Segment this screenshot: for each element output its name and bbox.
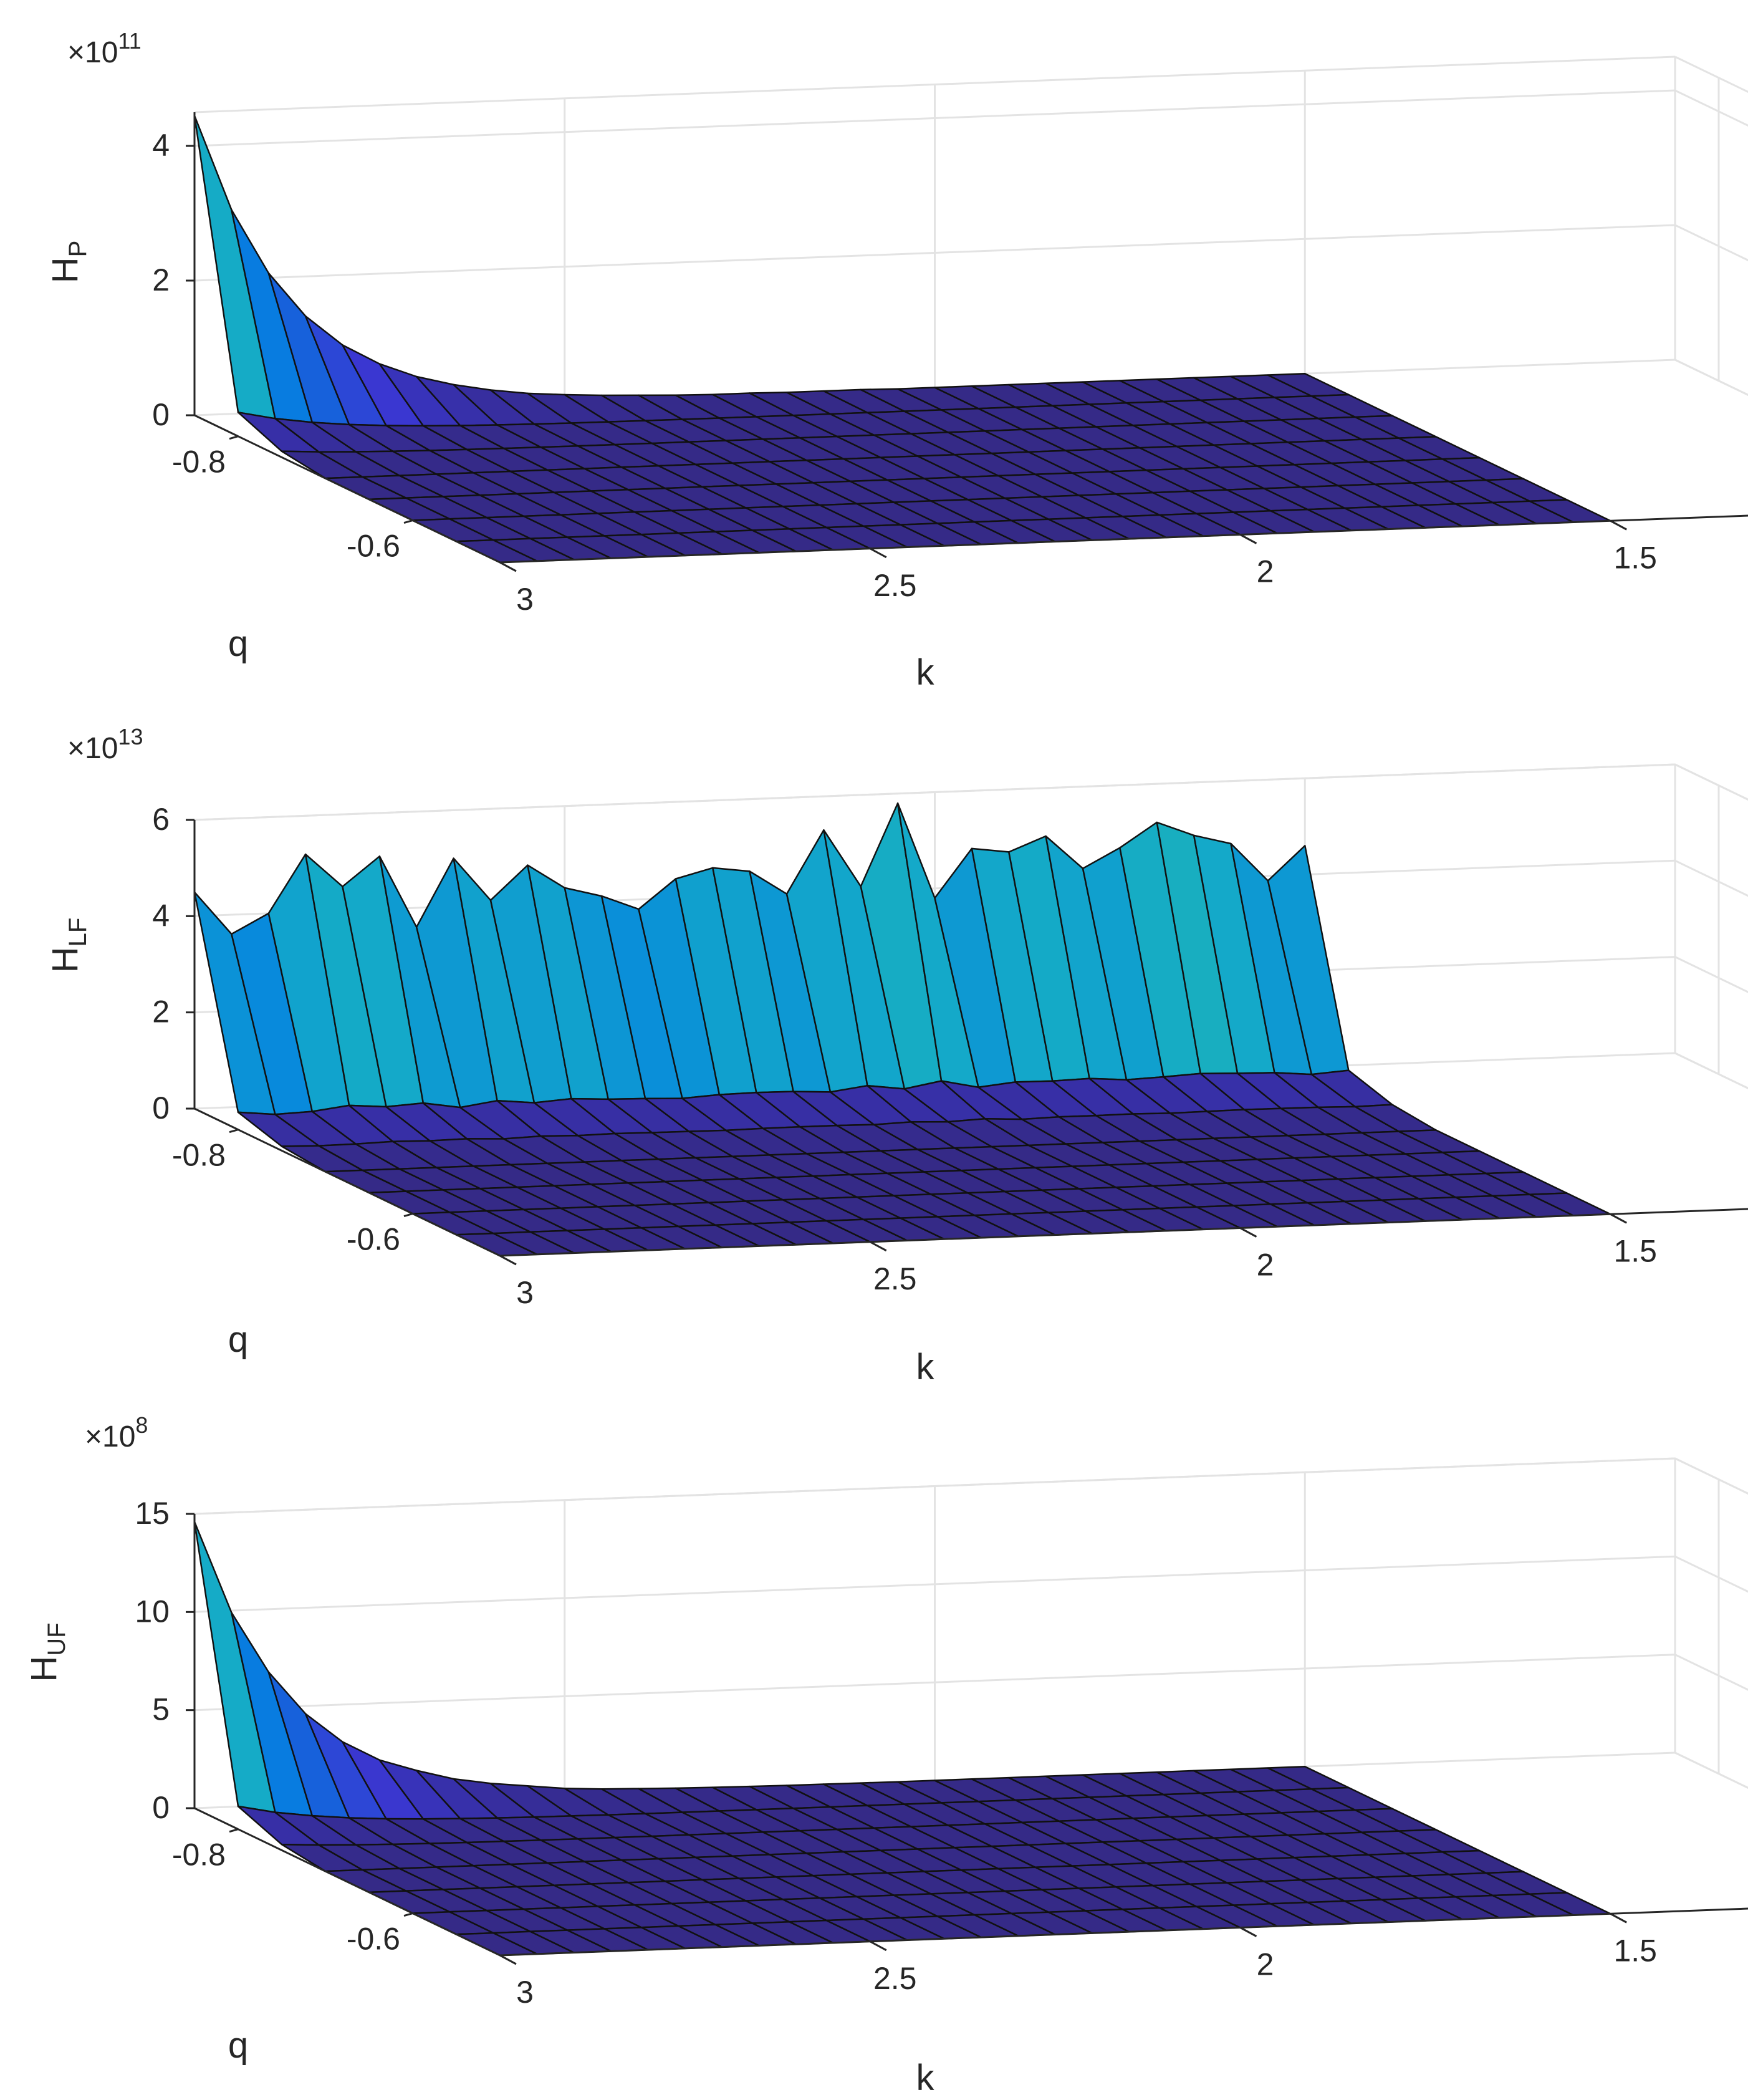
z-tick-label: 2 <box>152 262 170 297</box>
q-tick-mark <box>229 1129 239 1134</box>
q-axis-line <box>194 414 501 564</box>
multiplier-base: ×10 <box>85 1420 135 1453</box>
q-tick-label: -0.8 <box>172 1138 226 1173</box>
z-tick-label: 6 <box>152 802 170 837</box>
k-tick-mark <box>1239 1227 1257 1238</box>
z-tick-label: 5 <box>152 1692 170 1727</box>
z-axis-label-main: H <box>45 257 85 283</box>
surface-hp <box>193 115 1611 564</box>
z-axis-label-sub: P <box>64 241 92 258</box>
z-axis-label: HP <box>45 241 92 284</box>
q-tick-label: -0.8 <box>172 445 226 479</box>
k-tick-mark <box>499 561 517 572</box>
multiplier-base: ×10 <box>67 732 118 765</box>
grid-line <box>1674 55 1748 94</box>
k-tick-mark <box>870 547 887 559</box>
q-axis-label: q <box>228 624 248 664</box>
z-tick-label: 0 <box>152 1091 170 1125</box>
k-tick-mark <box>499 1255 517 1266</box>
k-tick-mark <box>499 1954 517 1965</box>
k-axis-label: k <box>916 2058 935 2098</box>
k-tick-label: 1.5 <box>1613 540 1657 575</box>
k-tick-mark <box>870 1241 887 1252</box>
k-tick-mark <box>1239 1927 1257 1937</box>
multiplier-label: ×1011 <box>67 28 142 69</box>
grid-line <box>194 224 1748 282</box>
q-tick-label: -0.6 <box>347 1222 400 1257</box>
k-tick-mark <box>1610 1912 1627 1924</box>
k-tick-label: 1.5 <box>1613 1233 1657 1268</box>
z-tick-label: 4 <box>152 128 170 163</box>
z-tick-label: 2 <box>152 995 170 1029</box>
multiplier-base: ×10 <box>67 36 118 69</box>
k-tick-label: 3 <box>516 1275 534 1310</box>
grid-line <box>1674 1457 1748 1495</box>
grid-line <box>1674 1052 1748 1090</box>
q-tick-label: -0.6 <box>347 529 400 564</box>
grid-line <box>1674 359 1748 397</box>
k-tick-label: 2 <box>1257 1947 1274 1982</box>
z-tick-label: 10 <box>135 1594 170 1629</box>
q-tick-mark <box>403 1912 413 1917</box>
z-axis-label: HUF <box>24 1622 70 1682</box>
z-axis-label: HLF <box>45 918 92 973</box>
surface-huf <box>193 1521 1611 1957</box>
k-tick-mark <box>1239 534 1257 544</box>
z-axis-label-main: H <box>45 946 85 973</box>
q-tick-label: -0.8 <box>172 1838 226 1872</box>
multiplier-label: ×108 <box>85 1412 148 1453</box>
multiplier-label: ×1013 <box>67 724 143 765</box>
surface-hlf <box>193 802 1611 1257</box>
grid-line <box>194 89 1748 147</box>
k-tick-mark <box>870 1940 887 1952</box>
k-tick-label: 2 <box>1257 554 1274 589</box>
q-axis-label: q <box>228 1319 248 1360</box>
k-tick-mark <box>1610 1213 1627 1224</box>
k-tick-mark <box>1610 519 1627 531</box>
k-tick-label: 1.5 <box>1613 1933 1657 1968</box>
k-axis-label: k <box>916 1347 935 1387</box>
grid-line <box>1674 1751 1748 1789</box>
z-axis-label-sub: UF <box>43 1622 70 1655</box>
multiplier-exponent: 8 <box>135 1412 148 1438</box>
z-tick-label: 15 <box>135 1496 170 1531</box>
q-tick-mark <box>403 1213 413 1218</box>
k-tick-label: 2 <box>1257 1248 1274 1283</box>
multiplier-exponent: 13 <box>118 724 143 749</box>
z-tick-label: 0 <box>152 397 170 432</box>
z-axis-label-main: H <box>24 1656 64 1682</box>
q-axis-line <box>194 1107 501 1257</box>
z-tick-label: 4 <box>152 898 170 933</box>
multiplier-exponent: 11 <box>118 28 141 54</box>
q-tick-label: -0.6 <box>347 1922 400 1957</box>
k-tick-label: 2.5 <box>873 1261 917 1296</box>
q-tick-mark <box>229 435 239 440</box>
z-axis-label-sub: LF <box>64 918 92 947</box>
k-tick-label: 3 <box>516 582 534 617</box>
k-axis-label: k <box>916 652 935 693</box>
k-tick-label: 2.5 <box>873 568 917 603</box>
q-tick-mark <box>403 519 413 524</box>
q-axis-line <box>194 1807 501 1957</box>
z-tick-label: 0 <box>152 1790 170 1825</box>
k-tick-label: 3 <box>516 1975 534 2010</box>
q-axis-label: q <box>228 2025 248 2066</box>
q-tick-mark <box>229 1828 239 1833</box>
k-tick-label: 2.5 <box>873 1961 917 1996</box>
panel-hp: 024-0.8-0.632.521.51 ×1011 HP q k <box>45 28 1748 693</box>
